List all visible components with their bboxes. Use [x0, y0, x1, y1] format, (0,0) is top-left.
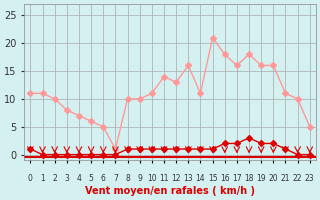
X-axis label: Vent moyen/en rafales ( km/h ): Vent moyen/en rafales ( km/h ): [85, 186, 255, 196]
